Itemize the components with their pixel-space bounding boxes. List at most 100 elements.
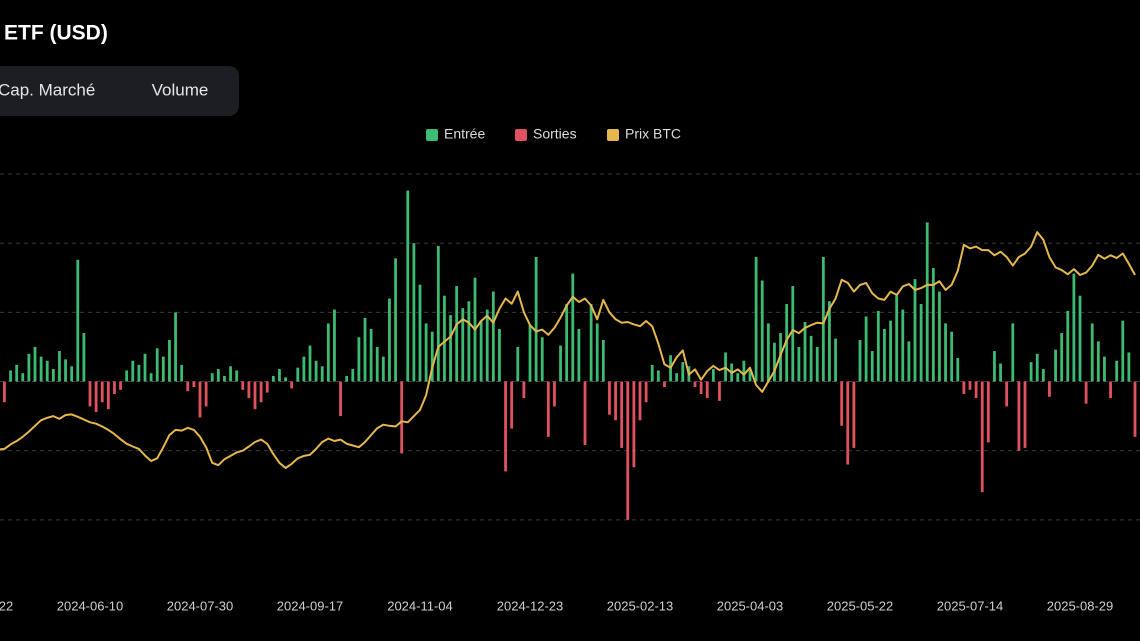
bar [21,373,25,382]
bar [620,381,624,448]
bar [858,340,862,382]
bar [656,370,660,382]
bar [803,322,807,382]
bar [229,366,232,382]
tab[interactable]: Volume [152,80,209,99]
bar [834,338,837,382]
bar [290,381,294,389]
bar [436,245,440,382]
bar [705,381,709,399]
bar [608,381,611,415]
bar [809,335,813,382]
bar [479,320,483,382]
tab-bar [0,66,239,116]
legend-label[interactable]: Entrée [444,126,485,142]
bar [534,257,538,382]
bar [308,345,312,382]
bar [125,370,129,382]
bar [1133,381,1137,437]
x-tick-label: 2024-07-30 [167,598,234,613]
bar [70,366,74,382]
bar [895,295,899,382]
bar [388,298,391,382]
x-tick-label: 2024-11-04 [387,598,453,613]
bar [106,381,110,410]
bar [174,312,177,382]
bar [302,356,306,382]
bar [64,359,67,382]
bar [974,381,978,399]
bar [559,345,562,382]
bar [498,328,501,382]
bar [711,369,715,382]
bar [736,373,740,382]
bar [143,353,147,382]
legend-swatch[interactable] [515,129,527,141]
bar [424,323,428,382]
legend-swatch[interactable] [426,129,438,141]
bar [467,301,471,382]
bar [253,381,257,410]
bar [1115,360,1119,382]
bar [216,369,220,382]
bar [1023,381,1027,448]
bar [962,381,966,394]
bar [137,364,141,382]
bar [192,381,196,388]
bar [754,257,758,382]
bar [39,356,43,382]
bar [15,364,19,382]
bar [510,381,514,429]
bar [1035,353,1039,382]
bar [993,351,996,382]
bar [58,351,61,382]
bar [455,286,459,382]
x-tick-label: 2025-04-03 [717,598,784,613]
bar [938,291,941,382]
bar [400,381,404,454]
bar [369,328,373,382]
bar [791,286,795,382]
bar [1066,310,1070,382]
bar [1078,295,1082,382]
bar [595,323,599,382]
bar [278,369,281,382]
bar [1103,356,1106,382]
price-line [0,231,1136,469]
bar [614,381,617,421]
bar [33,346,37,382]
bar [766,323,770,382]
bar [100,381,104,403]
bar [9,370,12,382]
bar [406,190,410,382]
legend-label[interactable]: Prix BTC [625,126,681,142]
bar [271,375,275,382]
bar [553,381,556,407]
bar [82,333,86,382]
legend-label[interactable]: Sorties [533,126,577,142]
tab[interactable]: Cap. Marché [0,80,95,99]
bar [1109,381,1112,399]
bar [430,331,434,382]
bar [889,320,892,382]
bar [339,381,342,417]
bar [1121,320,1125,382]
bar [528,324,532,382]
bar [265,381,269,393]
bar [540,337,544,382]
bar [632,381,636,468]
bar [840,381,844,426]
bar [699,381,703,394]
bar [828,301,831,382]
bar [204,381,208,407]
x-tick-label: 2025-08-29 [1047,598,1114,613]
bar [186,381,190,392]
bar [583,381,587,446]
bar [944,323,947,382]
legend-swatch[interactable] [607,129,619,141]
bar [45,360,49,382]
bar [443,295,446,382]
bar [161,356,165,382]
bar [94,381,98,412]
